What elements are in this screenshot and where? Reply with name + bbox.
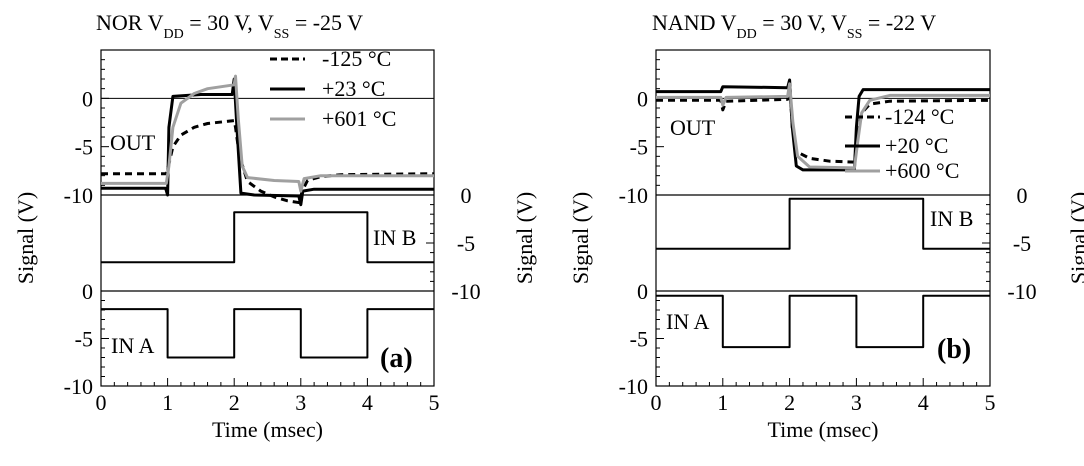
title-v: V: [258, 10, 274, 35]
y-tick-label-left: -5: [630, 135, 648, 160]
strip-in-a: 0 -5 -10 IN A: [64, 279, 434, 399]
series-line: [656, 78, 990, 172]
x-tick-label: 3: [851, 390, 862, 415]
x-tick-label: 4: [362, 390, 373, 415]
title-dd-subscript: DD: [163, 27, 183, 42]
strip-label: OUT: [110, 130, 156, 155]
series-line: [656, 82, 990, 170]
strip-in-b: 0 -5 -10 IN B: [656, 183, 1037, 304]
title-ss-subscript: SS: [274, 27, 290, 42]
x-tick-label: 0: [651, 390, 662, 415]
x-tick-label: 5: [429, 390, 440, 415]
strip-label: IN B: [930, 206, 973, 231]
series-line: [101, 308, 434, 359]
y-tick-label-left: -5: [630, 327, 648, 352]
x-axis-label: Time (msec): [767, 417, 878, 442]
strip-label: OUT: [670, 115, 716, 140]
legend-entry: +20 °C: [885, 133, 948, 158]
series-line: [101, 119, 435, 205]
y-tick-label-left: 0: [637, 86, 648, 111]
title-gate: NOR: [96, 10, 148, 35]
x-axis-label: Time (msec): [212, 417, 323, 442]
panel-title: NOR VDD = 30 V, VSS = -25 V: [96, 10, 363, 42]
legend-entry: -125 °C: [322, 46, 391, 71]
strip-label: IN A: [111, 333, 155, 358]
y-tick-label-right: -5: [1013, 231, 1031, 256]
series-line: [656, 294, 990, 349]
y-tick-label-left: 0: [82, 86, 93, 111]
title-vdd: = 30 V,: [757, 10, 831, 35]
title-dd-subscript: DD: [737, 27, 757, 42]
strip-in-b: 0 -5 -10 IN B: [101, 183, 481, 304]
strip-label: IN B: [373, 225, 416, 250]
legend-entry: +601 °C: [322, 106, 396, 131]
x-tick-label: 3: [295, 390, 306, 415]
y-tick-label-left: -5: [75, 135, 93, 160]
x-tick-label: 2: [784, 390, 795, 415]
y-axis-label-left: Signal (V): [568, 192, 593, 284]
title-gate: NAND: [652, 10, 721, 35]
legend-entry: +600 °C: [885, 158, 959, 183]
series-line: [656, 197, 990, 250]
y-axis-label-right: Signal (V): [1066, 192, 1084, 284]
title-v: V: [831, 10, 847, 35]
series-line: [101, 211, 434, 264]
legend-entry: -124 °C: [885, 104, 954, 129]
y-tick-label-right: -10: [451, 279, 480, 304]
y-tick-label-left: 0: [82, 279, 93, 304]
x-tick-label: 4: [918, 390, 929, 415]
strip-label: IN A: [666, 309, 710, 334]
x-tick-label: 1: [162, 390, 173, 415]
title-v: V: [721, 10, 737, 35]
strip-out: 0 -5 -10 OUT: [619, 49, 991, 208]
strip-in-a: 0 -5 -10 IN A: [619, 279, 990, 399]
title-vss: = -22 V: [862, 10, 936, 35]
panel-label: (a): [380, 343, 413, 374]
y-axis-label-left: Signal (V): [13, 192, 38, 284]
y-tick-label-left: -5: [75, 327, 93, 352]
plot-frame: [100, 49, 435, 387]
plot-frame: [655, 49, 991, 387]
x-tick-label: 1: [717, 390, 728, 415]
title-vss: = -25 V: [289, 10, 363, 35]
legend-entry: +23 °C: [322, 76, 385, 101]
panel-title: NAND VDD = 30 V, VSS = -22 V: [652, 10, 936, 42]
title-v: V: [148, 10, 164, 35]
strip-out: 0 -5 -10 OUT: [64, 49, 435, 208]
y-tick-label-right: -5: [457, 231, 475, 256]
y-tick-label-right: 0: [461, 183, 472, 208]
y-tick-label-left: 0: [637, 279, 648, 304]
y-axis-label-right: Signal (V): [512, 192, 537, 284]
y-tick-label-left: -10: [64, 183, 93, 208]
y-tick-label-left: -10: [64, 374, 93, 399]
y-tick-label-left: -10: [619, 183, 648, 208]
x-tick-label: 2: [229, 390, 240, 415]
y-tick-label-right: 0: [1017, 183, 1028, 208]
panel-label: (b): [937, 334, 971, 365]
x-tick-label: 0: [96, 390, 107, 415]
title-vdd: = 30 V,: [184, 10, 258, 35]
series-line: [101, 74, 434, 193]
y-tick-label-right: -10: [1007, 279, 1036, 304]
y-tick-label-left: -10: [619, 374, 648, 399]
x-tick-label: 5: [985, 390, 996, 415]
title-ss-subscript: SS: [847, 27, 863, 42]
